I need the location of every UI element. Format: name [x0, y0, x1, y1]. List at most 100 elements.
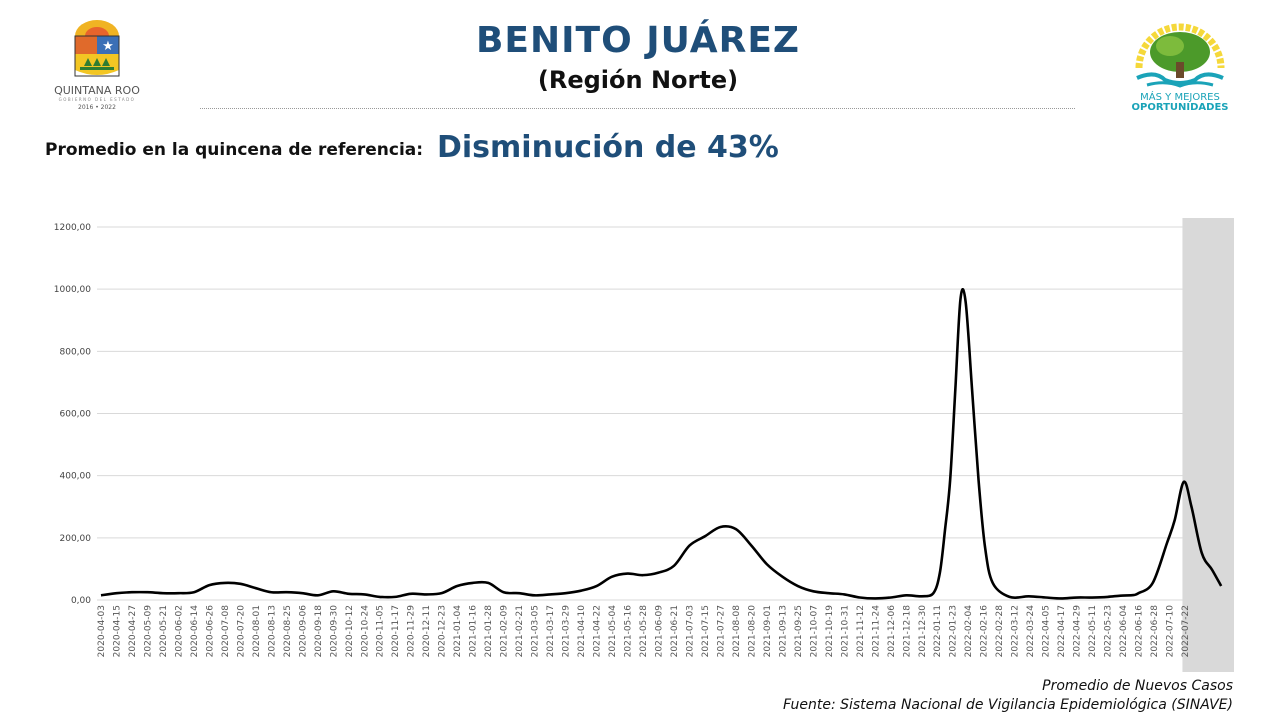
- x-tick-label: 2022-07-22: [1181, 605, 1191, 657]
- x-tick-label: 2020-10-12: [345, 605, 355, 657]
- x-tick-label: 2022-04-17: [1057, 605, 1067, 657]
- reference-value: Disminución de 43%: [437, 130, 779, 165]
- x-tick-label: 2021-10-31: [840, 605, 850, 657]
- x-tick-label: 2022-05-11: [1088, 605, 1098, 657]
- y-tick-label: 800,00: [60, 347, 92, 357]
- x-tick-label: 2021-12-06: [887, 605, 897, 658]
- x-tick-label: 2021-11-12: [856, 605, 866, 657]
- x-tick-label: 2022-02-28: [995, 605, 1005, 658]
- header-divider: [200, 108, 1075, 109]
- x-tick-label: 2022-07-10: [1166, 605, 1176, 658]
- x-tick-label: 2022-04-05: [1042, 605, 1052, 657]
- x-tick-label: 2021-01-16: [469, 605, 479, 658]
- logo-right-line2: OPORTUNIDADES: [1132, 102, 1229, 113]
- x-tick-label: 2021-04-22: [593, 605, 603, 657]
- x-tick-label: 2021-11-24: [871, 605, 881, 658]
- y-tick-label: 0,00: [71, 596, 91, 606]
- x-tick-label: 2020-06-02: [174, 605, 184, 657]
- x-tick-label: 2021-02-09: [500, 605, 510, 658]
- y-tick-label: 600,00: [60, 410, 92, 420]
- x-tick-label: 2020-07-08: [221, 605, 231, 658]
- x-tick-label: 2020-05-21: [159, 605, 169, 657]
- svg-text:★: ★: [102, 39, 114, 54]
- x-tick-label: 2020-11-29: [407, 605, 417, 658]
- mas-y-mejores-oportunidades-logo: MÁS Y MEJORES OPORTUNIDADES: [1125, 22, 1235, 114]
- x-tick-label: 2020-11-05: [376, 605, 386, 657]
- x-tick-label: 2021-09-25: [794, 605, 804, 657]
- sun-rays-icon: [1135, 23, 1225, 69]
- x-tick-label: 2021-10-07: [809, 605, 819, 657]
- x-tick-label: 2020-09-18: [314, 605, 324, 658]
- x-tick-label: 2021-12-18: [902, 605, 912, 658]
- x-tick-label: 2022-05-23: [1104, 605, 1114, 657]
- logo-left-line2: GOBIERNO DEL ESTADO: [59, 97, 136, 102]
- x-tick-label: 2020-09-06: [298, 605, 308, 658]
- x-tick-label: 2020-05-09: [143, 605, 153, 658]
- logo-right-line1: MÁS Y MEJORES: [1140, 90, 1220, 103]
- source-note: Fuente: Sistema Nacional de Vigilancia E…: [783, 697, 1233, 713]
- x-tick-label: 2022-03-24: [1026, 605, 1036, 658]
- y-tick-label: 1000,00: [54, 285, 91, 295]
- x-tick-label: 2020-12-11: [422, 605, 432, 657]
- x-tick-label: 2020-06-14: [190, 605, 200, 658]
- quintana-roo-logo: ★ QUINTANA ROO GOBIERNO DEL ESTADO 2016 …: [40, 18, 155, 114]
- x-tick-label: 2021-04-10: [577, 605, 587, 658]
- x-tick-label: 2021-05-04: [608, 605, 618, 658]
- x-tick-label: 2021-10-19: [825, 605, 835, 658]
- highlight-region: [1182, 218, 1234, 672]
- x-tick-label: 2020-06-26: [205, 605, 215, 658]
- x-tick-label: 2021-06-21: [670, 605, 680, 657]
- x-tick-label: 2021-12-30: [918, 605, 928, 658]
- x-tick-label: 2021-09-13: [778, 605, 788, 657]
- y-tick-label: 1200,00: [54, 223, 91, 233]
- x-tick-label: 2020-04-15: [112, 605, 122, 657]
- x-tick-label: 2021-07-15: [701, 605, 711, 657]
- x-tick-label: 2022-01-23: [949, 605, 959, 657]
- x-tick-label: 2021-07-03: [685, 605, 695, 657]
- x-tick-label: 2022-02-04: [964, 605, 974, 658]
- x-tick-label: 2020-04-03: [97, 605, 107, 657]
- x-tick-label: 2022-06-04: [1119, 605, 1129, 658]
- waves-icon: [1136, 72, 1224, 85]
- x-tick-label: 2021-01-28: [484, 605, 494, 658]
- page-title: BENITO JUÁREZ: [475, 20, 801, 61]
- logo-left-name: QUINTANA ROO: [54, 84, 140, 97]
- x-tick-label: 2021-01-04: [453, 605, 463, 658]
- logo-left-years: 2016 • 2022: [78, 104, 116, 111]
- x-tick-label: 2021-08-08: [732, 605, 742, 658]
- legend-series-name: Promedio de Nuevos Casos: [1042, 678, 1233, 694]
- x-tick-label: 2020-07-20: [236, 605, 246, 658]
- series-line-0: [100, 288, 1223, 600]
- x-tick-label: 2021-08-20: [747, 605, 757, 658]
- x-tick-label: 2022-01-11: [933, 605, 943, 657]
- y-tick-label: 400,00: [60, 472, 92, 482]
- x-tick-label: 2021-03-29: [562, 605, 572, 658]
- x-tick-label: 2020-04-27: [128, 605, 138, 657]
- x-tick-label: 2022-06-28: [1150, 605, 1160, 658]
- x-tick-label: 2021-06-09: [654, 605, 664, 658]
- tree-icon: [1150, 32, 1210, 78]
- reference-label: Promedio en la quincena de referencia:: [45, 140, 424, 160]
- page-subtitle: (Región Norte): [537, 66, 739, 94]
- x-tick-label: 2021-02-21: [515, 605, 525, 657]
- x-tick-label: 2020-12-23: [438, 605, 448, 657]
- x-tick-label: 2022-02-16: [980, 605, 990, 658]
- x-tick-label: 2020-09-30: [329, 605, 339, 658]
- y-tick-label: 200,00: [60, 534, 92, 544]
- x-tick-label: 2021-05-28: [639, 605, 649, 658]
- x-tick-label: 2020-10-24: [360, 605, 370, 658]
- sun-icon: [75, 20, 119, 36]
- x-tick-label: 2021-03-05: [531, 605, 541, 657]
- x-tick-label: 2021-03-17: [546, 605, 556, 657]
- x-tick-label: 2022-04-29: [1073, 605, 1083, 658]
- x-tick-label: 2022-03-12: [1011, 605, 1021, 657]
- x-tick-label: 2021-05-16: [624, 605, 634, 658]
- x-tick-label: 2022-06-16: [1135, 605, 1145, 658]
- x-tick-label: 2020-08-25: [283, 605, 293, 657]
- x-tick-label: 2021-07-27: [716, 605, 726, 657]
- x-tick-label: 2020-08-13: [267, 605, 277, 657]
- x-tick-label: 2021-09-01: [763, 605, 773, 657]
- x-tick-label: 2020-08-01: [252, 605, 262, 657]
- x-tick-label: 2020-11-17: [391, 605, 401, 657]
